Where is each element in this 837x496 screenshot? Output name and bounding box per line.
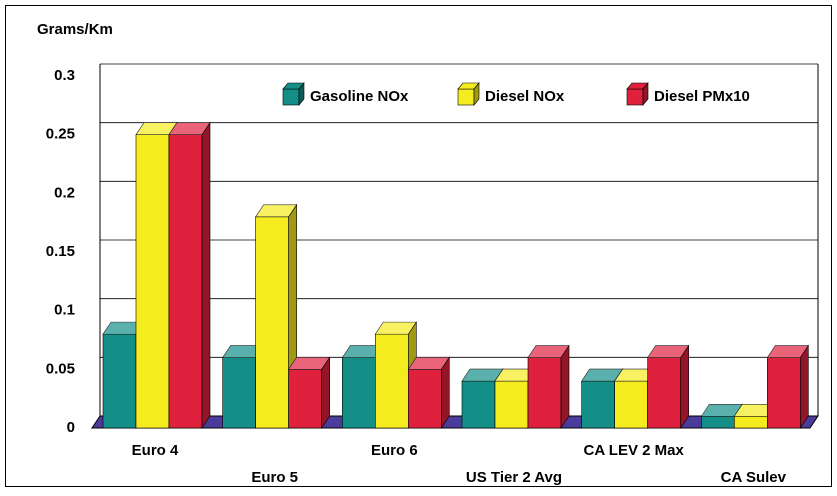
bar-top-shade — [222, 345, 264, 358]
legend-swatch — [457, 88, 475, 106]
legend-swatch-side — [473, 82, 480, 106]
bar-top-shade — [701, 404, 743, 417]
legend-swatch — [626, 88, 644, 106]
legend-swatch-side — [642, 82, 649, 106]
frame — [5, 5, 832, 487]
x-tick-label: Euro 4 — [132, 442, 179, 459]
bar — [135, 134, 170, 429]
bar-top-shade — [614, 369, 656, 382]
axis-title: Grams/Km — [37, 21, 113, 38]
legend-swatch-shade — [474, 83, 479, 105]
bar-side-shade — [800, 345, 809, 428]
bar — [255, 216, 289, 429]
bar — [734, 415, 768, 429]
y-tick-label: 0.3 — [54, 67, 75, 84]
bar — [701, 415, 735, 429]
bar-top-shade — [462, 369, 503, 382]
bar — [527, 357, 562, 429]
y-tick-label: 0.25 — [46, 126, 75, 143]
bar — [375, 333, 409, 429]
bar-top-shade — [169, 122, 210, 135]
bar-side-shade — [202, 122, 210, 429]
bar — [288, 369, 322, 429]
x-tick-label: Euro 5 — [251, 469, 298, 486]
legend-swatch-shade — [643, 83, 648, 105]
bar-side — [201, 121, 211, 429]
bar-side-shade — [441, 357, 450, 428]
bar — [494, 380, 529, 429]
legend-swatch-shade — [299, 83, 304, 105]
bar — [461, 380, 496, 429]
bar-top-shade — [495, 369, 536, 382]
bar — [102, 333, 137, 429]
bar-top-shade — [255, 204, 297, 217]
bar — [614, 380, 648, 429]
bar — [647, 357, 681, 429]
bar-side — [441, 356, 450, 429]
bar-side-shade — [321, 357, 330, 428]
bar — [581, 380, 615, 429]
y-tick-label: 0.2 — [54, 184, 75, 201]
x-tick-label: CA Sulev — [721, 469, 787, 486]
legend-label: Diesel NOx — [485, 88, 565, 105]
y-tick-label: 0.1 — [54, 302, 75, 319]
bar-side — [321, 356, 330, 429]
bar — [222, 357, 256, 429]
legend-label: Gasoline NOx — [310, 88, 409, 105]
bar-top-shade — [408, 357, 450, 370]
x-tick-label: Euro 6 — [371, 442, 418, 459]
bar — [342, 357, 376, 429]
bar-top-shade — [734, 404, 776, 417]
bar-side — [800, 344, 809, 429]
bar-side-shade — [561, 345, 569, 428]
bar — [408, 369, 442, 429]
bar-side — [680, 344, 689, 429]
bar-top-shade — [342, 345, 384, 358]
bar-top-shade — [647, 345, 689, 358]
bar-top-shade — [528, 345, 569, 358]
bar-top-shade — [288, 357, 330, 370]
legend-swatch-side — [298, 82, 305, 106]
x-tick-label: CA LEV 2 Max — [584, 442, 685, 459]
x-tick-label: US Tier 2 Avg — [466, 469, 562, 486]
y-tick-label: 0.05 — [46, 360, 75, 377]
bar-side — [560, 344, 570, 429]
legend-swatch — [282, 88, 300, 106]
y-tick-label: 0.15 — [46, 243, 75, 260]
bar-top-shade — [581, 369, 623, 382]
legend-label: Diesel PMx10 — [654, 88, 750, 105]
bar-top-shade — [767, 345, 809, 358]
bar-side-shade — [680, 345, 689, 428]
bar-top-shade — [103, 322, 144, 335]
bar-top-shade — [136, 122, 177, 135]
bar — [168, 134, 203, 429]
bar-top-shade — [375, 322, 417, 335]
y-tick-label: 0 — [67, 419, 75, 436]
bar — [767, 357, 801, 429]
